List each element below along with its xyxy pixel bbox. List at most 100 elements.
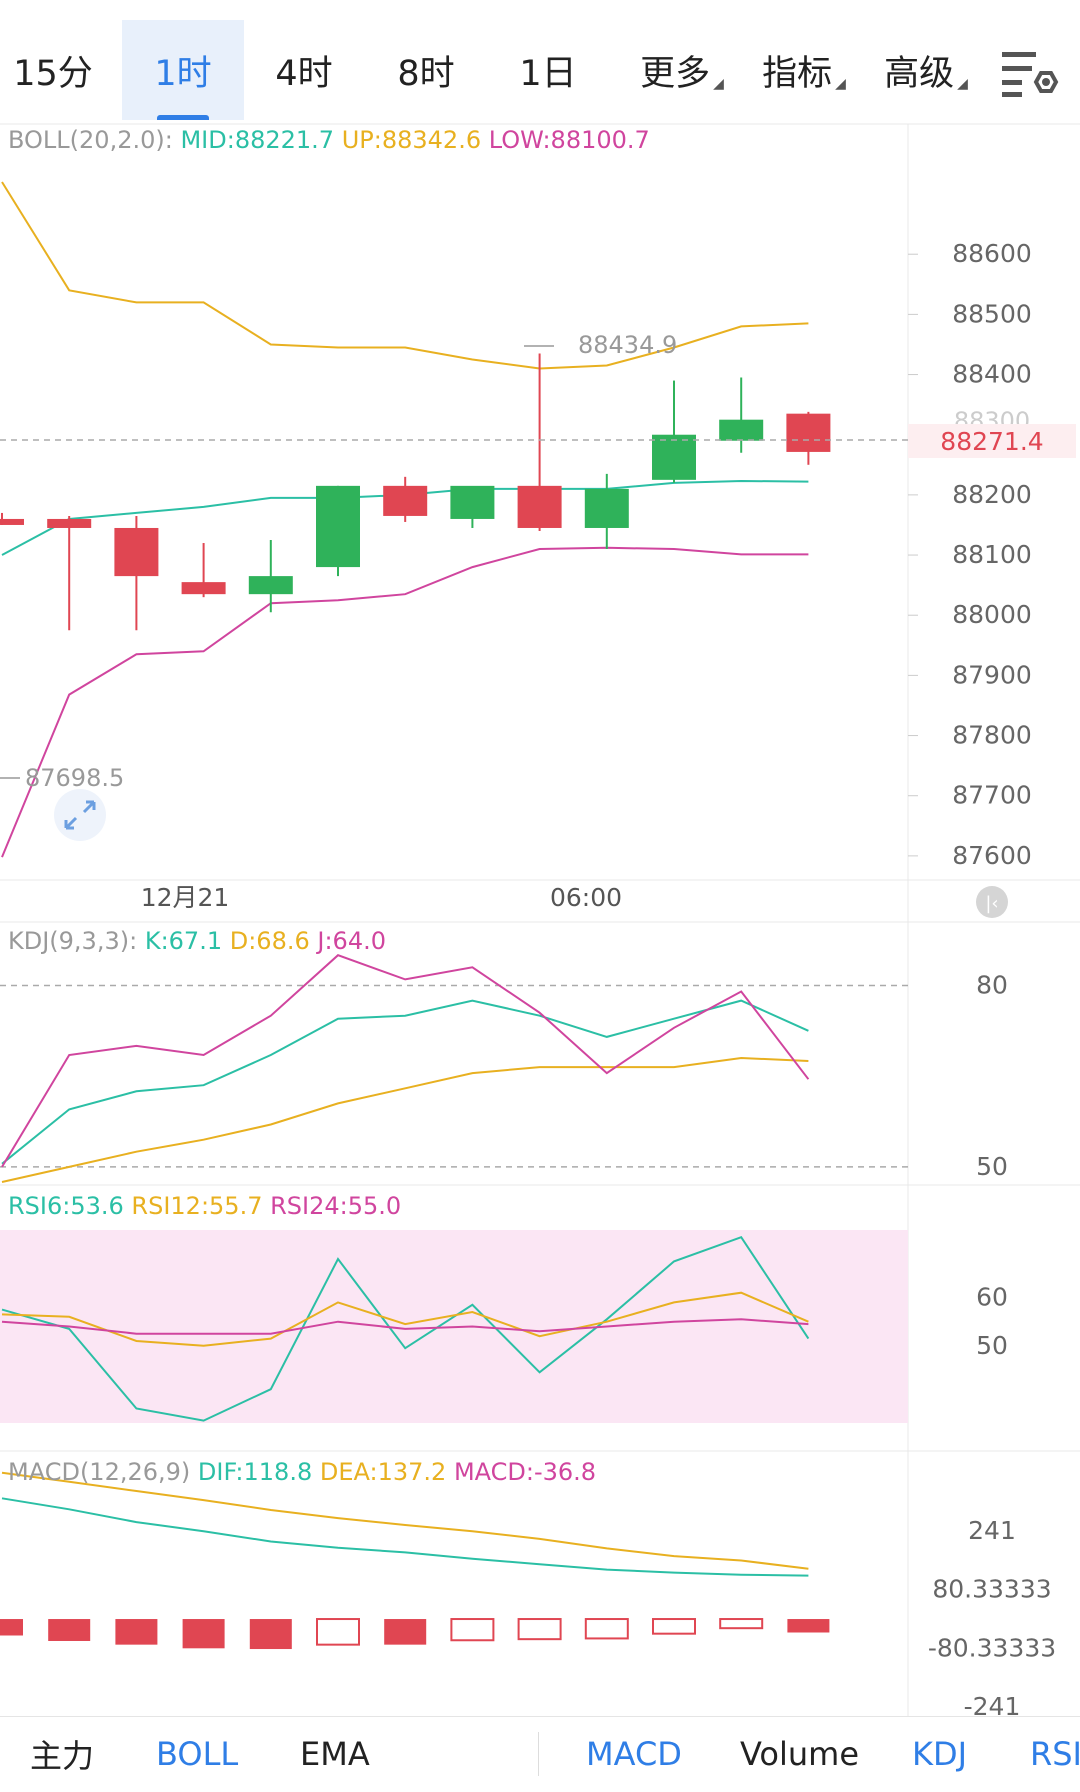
macd-histogram-bar bbox=[517, 1618, 562, 1641]
macd-histogram-bar bbox=[652, 1618, 696, 1635]
bottom-bar-divider bbox=[0, 1716, 1080, 1717]
macd-legend: MACD(12,26,9) DIF:118.8 DEA:137.2 MACD:-… bbox=[8, 1458, 596, 1486]
y-tick-label: 88000 bbox=[952, 600, 1032, 629]
macd-histogram-bar bbox=[115, 1619, 158, 1645]
tab-1h[interactable]: 1时 bbox=[122, 20, 244, 120]
candle-down bbox=[0, 518, 24, 525]
dropdown-triangle-icon: ◢ bbox=[835, 76, 846, 92]
indicator-bottom-bar: 主力 BOLL EMA MACD Volume KDJ RSI bbox=[0, 1716, 1080, 1792]
scroll-to-latest-icon[interactable]: |‹ bbox=[976, 886, 1008, 918]
expand-chart-icon[interactable] bbox=[54, 789, 106, 841]
kdj-k-label: K:67.1 bbox=[144, 927, 223, 955]
candle-down bbox=[517, 485, 562, 528]
rsi12-label: RSI12:55.7 bbox=[131, 1192, 263, 1220]
kdj-legend: KDJ(9,3,3): K:67.1 D:68.6 J:64.0 bbox=[8, 927, 386, 955]
tab-main-indicator[interactable]: 主力 bbox=[30, 1737, 95, 1775]
rsi6-label: RSI6:53.6 bbox=[8, 1192, 124, 1220]
candle-down bbox=[786, 413, 831, 452]
y-tick-label: 88100 bbox=[952, 540, 1032, 569]
tab-kdj[interactable]: KDJ bbox=[912, 1735, 968, 1773]
tab-indicators-dropdown[interactable]: 指标 ◢ bbox=[752, 20, 856, 120]
y-tick-label: 88600 bbox=[952, 239, 1032, 268]
candle-up bbox=[584, 488, 629, 528]
timeframe-tabbar: 15分 1时 4时 8时 1日 更多 ◢ 指标 ◢ 高级 ◢ bbox=[0, 0, 1080, 124]
boll-mid-label: MID:88221.7 bbox=[180, 126, 335, 154]
macd-histogram-bar bbox=[584, 1618, 629, 1640]
macd-panel: 241 80.33333 -80.33333 -241 bbox=[0, 1471, 1056, 1716]
boll-lower-line bbox=[1, 546, 809, 858]
chart-settings-icon[interactable] bbox=[1000, 48, 1060, 100]
rsi-y-tick-label: 50 bbox=[976, 1331, 1008, 1360]
tab-8h[interactable]: 8时 bbox=[368, 20, 484, 120]
tab-more-dropdown[interactable]: 更多 ◢ bbox=[630, 20, 734, 120]
macd-histogram-bar bbox=[384, 1619, 427, 1645]
tab-rsi[interactable]: RSI bbox=[1030, 1735, 1080, 1773]
macd-title: MACD(12,26,9) bbox=[8, 1458, 191, 1486]
tab-ema[interactable]: EMA bbox=[300, 1735, 370, 1773]
current-price-tag bbox=[908, 424, 1076, 458]
candle-down bbox=[47, 518, 92, 528]
tab-label: 1时 bbox=[154, 53, 212, 94]
macd-histogram-bar bbox=[450, 1618, 495, 1642]
tab-label: 8时 bbox=[397, 53, 455, 94]
tab-separator bbox=[538, 1732, 539, 1776]
kdj-d-line bbox=[1, 1056, 809, 1183]
boll-title: BOLL(20,2.0): bbox=[8, 126, 173, 154]
candle-up bbox=[450, 485, 495, 519]
tab-15min[interactable]: 15分 bbox=[0, 20, 106, 120]
macd-y-tick-label: 80.33333 bbox=[932, 1575, 1051, 1604]
candle-up bbox=[719, 419, 764, 441]
macd-dif-label: DIF:118.8 bbox=[197, 1458, 313, 1486]
y-tick-label: 88400 bbox=[952, 360, 1032, 389]
macd-histogram-bar bbox=[0, 1619, 23, 1636]
candle-down bbox=[181, 582, 226, 595]
main-price-panel: 87600 87700 87800 87900 88000 88100 88200 88400… bbox=[0, 181, 1032, 870]
tab-volume[interactable]: Volume bbox=[740, 1735, 860, 1773]
chart-canvas[interactable]: 87600 87700 87800 87900 88000 88100 88200 88400… bbox=[0, 0, 1080, 1716]
rsi24-line bbox=[1, 1318, 809, 1335]
kdj-y-tick-label: 80 bbox=[976, 970, 1008, 999]
kdj-k-line bbox=[1, 999, 809, 1165]
tab-label: 4时 bbox=[275, 53, 333, 94]
tab-macd[interactable]: MACD bbox=[586, 1735, 682, 1773]
kdj-panel: 50 80 bbox=[0, 954, 1008, 1183]
candle-up bbox=[248, 576, 293, 595]
tab-advanced-dropdown[interactable]: 高级 ◢ bbox=[874, 20, 978, 120]
rsi24-label: RSI24:55.0 bbox=[270, 1192, 402, 1220]
kdj-title: KDJ(9,3,3): bbox=[8, 927, 138, 955]
tab-4h[interactable]: 4时 bbox=[246, 20, 362, 120]
kdj-y-tick-label: 50 bbox=[976, 1152, 1008, 1181]
candle-down bbox=[383, 485, 428, 516]
boll-low-label: LOW:88100.7 bbox=[488, 126, 650, 154]
macd-histogram-bar bbox=[719, 1618, 764, 1630]
y-tick-label: 88500 bbox=[952, 299, 1032, 328]
tab-boll[interactable]: BOLL bbox=[156, 1735, 239, 1773]
kdj-j-label: J:64.0 bbox=[317, 927, 386, 955]
macd-dea-label: DEA:137.2 bbox=[319, 1458, 447, 1486]
dropdown-triangle-icon: ◢ bbox=[713, 76, 724, 92]
rsi-legend: RSI6:53.6 RSI12:55.7 RSI24:55.0 bbox=[8, 1192, 401, 1220]
dropdown-triangle-icon: ◢ bbox=[957, 76, 968, 92]
macd-y-tick-label: -80.33333 bbox=[928, 1633, 1056, 1662]
tab-label: 指标 bbox=[762, 53, 833, 94]
candle-up bbox=[316, 485, 360, 568]
boll-upper-line bbox=[1, 181, 809, 370]
macd-dea-line bbox=[1, 1471, 809, 1570]
boll-up-label: UP:88342.6 bbox=[341, 126, 482, 154]
low-price-marker: 87698.5 bbox=[25, 764, 124, 792]
macd-histogram-bar bbox=[182, 1619, 225, 1649]
kdj-d-label: D:68.6 bbox=[229, 927, 310, 955]
rsi-panel: 50 60 bbox=[1, 1235, 1008, 1422]
tab-1d[interactable]: 1日 bbox=[490, 20, 606, 120]
grid bbox=[0, 123, 1080, 1716]
boll-legend: BOLL(20,2.0): MID:88221.7 UP:88342.6 LOW… bbox=[8, 126, 650, 154]
y-tick-label: 87800 bbox=[952, 721, 1032, 750]
macd-y-tick-label: 241 bbox=[968, 1516, 1016, 1545]
macd-y-tick-label: -241 bbox=[964, 1692, 1021, 1716]
macd-value-label: MACD:-36.8 bbox=[453, 1458, 597, 1486]
macd-histogram-bar bbox=[787, 1619, 830, 1633]
rsi-y-tick-label: 60 bbox=[976, 1283, 1008, 1312]
active-tab-indicator bbox=[157, 115, 209, 120]
y-tick-label: 88200 bbox=[952, 480, 1032, 509]
kdj-j-line bbox=[1, 954, 810, 1168]
